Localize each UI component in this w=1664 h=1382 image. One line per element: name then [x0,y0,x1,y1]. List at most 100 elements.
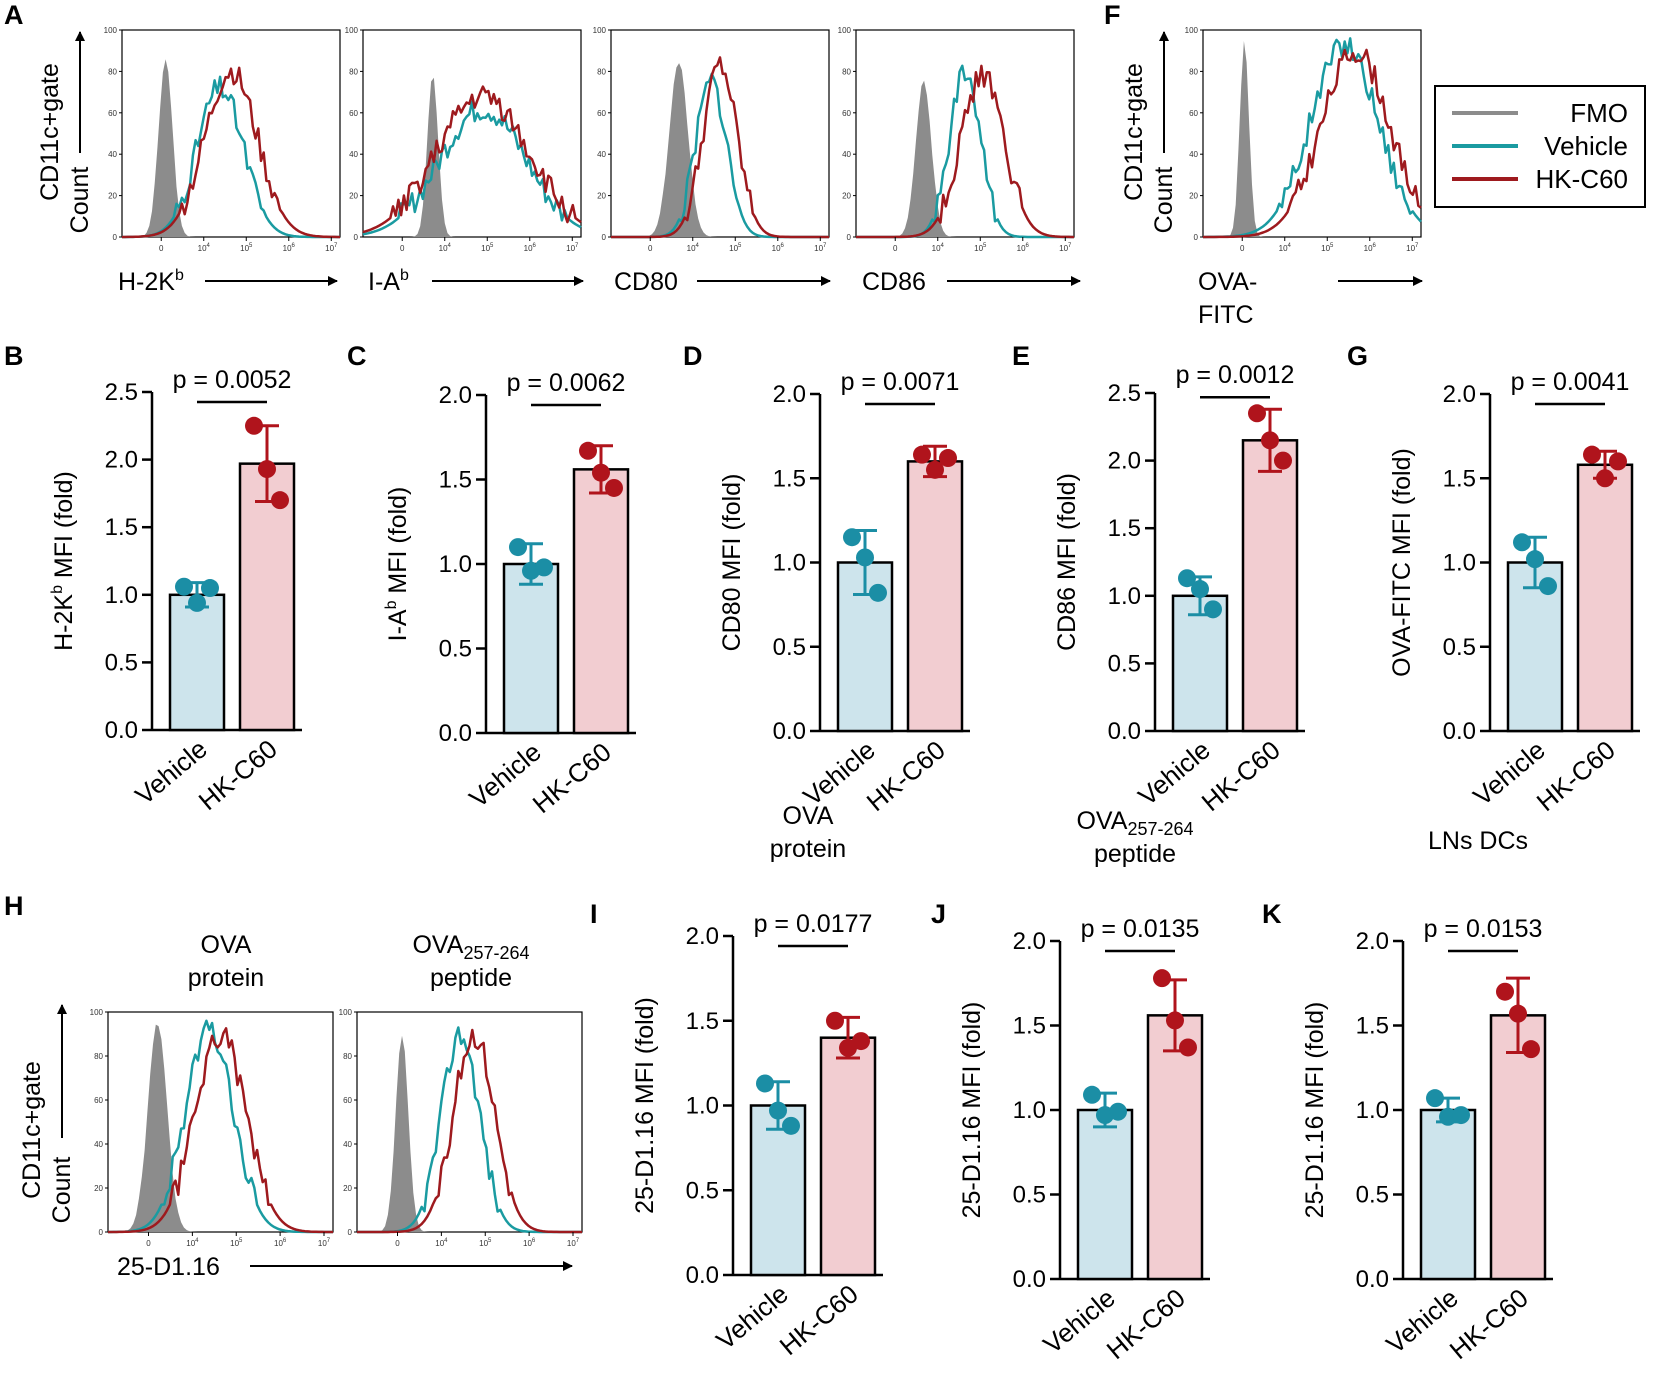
vehicle-histogram [108,1019,333,1234]
y-tick-label: 1.5 [1443,465,1476,492]
y-tick-label: 1.0 [1443,550,1476,577]
p-value-label: p = 0.0135 [1081,915,1200,943]
hist-title-line2: peptide [430,964,512,992]
hist-xtick-label: 104 [439,243,452,253]
panel-letter: I [590,899,598,929]
data-point-vehicle [1539,577,1557,596]
bar-vehicle [749,1104,807,1277]
y-tick-label: 0.5 [105,649,138,676]
fmo-histogram [122,59,340,238]
hist-ytick-label: 20 [343,1184,352,1193]
hist-xtick-label: 107 [566,243,579,253]
data-point-hk-c60 [1153,969,1171,988]
data-point-vehicle [1426,1089,1444,1108]
y-tick-label: 1.0 [1013,1097,1046,1124]
hist-xtick-label: 0 [395,1239,400,1248]
data-point-vehicle [201,579,219,598]
hist-ytick-label: 60 [94,1096,103,1105]
hist-ytick-label: 40 [94,1140,103,1149]
chart-title-line2: protein [770,835,846,863]
vehicle-histogram [362,100,582,236]
hist-ytick-label: 0 [348,1228,353,1237]
y-axis-title: 25-D1.16 MFI (fold) [631,997,659,1214]
bar-vehicle [1419,1108,1477,1281]
data-point-hk-c60 [1496,982,1514,1001]
marker-base: I-A [368,268,400,296]
histogram-cd80: 0 20 40 60 80 100 0 104 105 106 107 [593,26,830,253]
data-point-hk-c60 [1596,469,1614,488]
hist-ytick-label: 80 [349,67,358,76]
hist-ytick-label: 80 [842,67,851,76]
marker-label-cd80: CD80 [614,268,831,296]
hist-ytick-label: 20 [1189,192,1198,201]
hist-ytick-label: 0 [847,233,852,242]
panel-letter-f: F [1104,0,1121,30]
bar-vehicle [168,593,226,732]
y-tick-label: 2.0 [105,447,138,474]
hist-xtick-label: 0 [400,244,405,253]
x-category-label: HK-C60 [1531,735,1621,817]
legend-item-hk-c60: HK-C60 [1452,164,1628,194]
data-point-vehicle [856,548,874,567]
hist-ytick-label: 80 [343,1052,352,1061]
y-tick-label: 0.0 [1013,1266,1046,1293]
hist-title-sub: 257-264 [463,943,529,963]
panel-k: K LNs DCs 0.0 0.5 1.0 1.5 2.0 25-D1.16 MFI (fol… [1262,827,1553,1365]
y-tick-label: 1.5 [1356,1013,1389,1040]
hist-ytick-label: 60 [1189,109,1198,118]
legend-item-fmo: FMO [1452,98,1628,128]
bar-hk-c60 [1489,1014,1547,1281]
bar-hk-c60 [1576,463,1634,733]
panel-a: A CD11c+gate Count 0 20 40 60 80 100 0 104 105 10… [4,0,1081,296]
bar-hk-c60 [819,1036,877,1277]
panel-letter: G [1347,341,1368,371]
y-tick-label: 1.0 [773,550,806,577]
bar-hk-c60 [1146,1014,1204,1281]
y-tick-label: 1.5 [1108,515,1141,542]
legend: FMO Vehicle HK-C60 [1434,85,1646,208]
marker-base: H-2K [118,268,175,296]
data-point-vehicle [188,593,206,612]
hist-ytick-label: 100 [104,26,118,35]
data-point-hk-c60 [1609,452,1627,471]
hist-ytick-label: 40 [108,150,117,159]
y-tick-label: 0.0 [105,717,138,744]
y-tick-label: 2.0 [1356,928,1389,955]
hk-c60-histogram [1203,48,1422,239]
fmo-histogram [108,1024,333,1232]
hist-xtick-label: 105 [729,243,742,253]
x-category-label: HK-C60 [527,737,617,819]
data-point-vehicle [869,583,887,602]
hist-ytick-label: 100 [345,26,359,35]
x-category-label: HK-C60 [1196,735,1286,817]
panel-letter: J [931,899,946,929]
marker-sup: b [400,267,409,284]
hist-xtick-label: 107 [567,1238,580,1248]
data-point-vehicle [843,528,861,547]
hist-xtick-label: 0 [159,244,164,253]
hk-c60-histogram [362,85,582,234]
y-tick-label: 1.5 [105,514,138,541]
marker-label-cd86: CD86 [862,268,1081,296]
data-point-hk-c60 [1166,1011,1184,1030]
hist-xtick-label: 106 [772,243,785,253]
data-point-hk-c60 [1248,404,1266,423]
data-point-vehicle [1513,533,1531,552]
bar-hk-c60 [1241,439,1299,733]
hk-c60-histogram [611,56,829,239]
data-point-vehicle [1109,1102,1127,1121]
fmo-histogram [611,63,829,237]
hist-xtick-label: 105 [230,1238,243,1248]
data-point-vehicle [175,577,193,596]
y-tick-label: 0.0 [1356,1266,1389,1293]
hist-xtick-label: 104 [932,243,945,253]
hist-ytick-label: 0 [99,1228,104,1237]
hist-xtick-label: 104 [687,243,700,253]
y-tick-label: 0.5 [686,1177,719,1204]
y-tick-label: 0.0 [439,720,472,747]
y-tick-label: 1.0 [1356,1097,1389,1124]
y-tick-label: 2.0 [1013,928,1046,955]
legend-item-vehicle: Vehicle [1452,131,1628,161]
